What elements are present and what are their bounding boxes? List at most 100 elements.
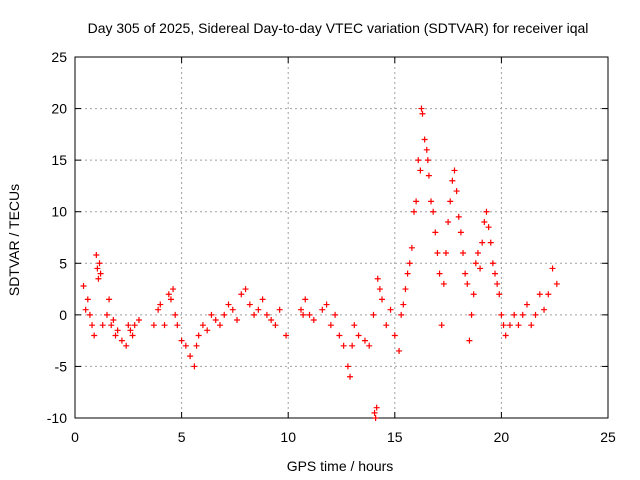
- data-point: [425, 172, 432, 179]
- data-point: [84, 296, 91, 303]
- x-tick-labels: 0 5 10 15 20 25: [71, 429, 616, 445]
- data-point: [366, 342, 373, 349]
- data-point: [373, 404, 380, 411]
- data-point: [82, 306, 89, 313]
- data-point: [404, 270, 411, 277]
- x-tick-label: 10: [280, 429, 296, 445]
- data-point: [455, 213, 462, 220]
- data-point: [423, 146, 430, 153]
- data-point: [379, 296, 386, 303]
- data-point: [174, 322, 181, 329]
- data-point: [500, 322, 507, 329]
- data-point: [447, 198, 454, 205]
- data-point: [528, 322, 535, 329]
- data-point: [418, 105, 425, 112]
- data-point: [157, 301, 164, 308]
- data-point: [519, 311, 526, 318]
- data-point: [208, 311, 215, 318]
- data-point: [99, 322, 106, 329]
- data-point: [436, 270, 443, 277]
- data-point: [110, 317, 117, 324]
- data-point: [536, 291, 543, 298]
- data-point: [131, 322, 138, 329]
- data-point: [371, 409, 378, 416]
- data-point: [498, 311, 505, 318]
- data-point: [251, 311, 258, 318]
- y-tick-label: 15: [51, 152, 67, 168]
- data-point: [408, 244, 415, 251]
- data-point: [306, 311, 313, 318]
- x-tick-label: 20: [494, 429, 510, 445]
- data-point: [347, 373, 354, 380]
- data-point: [376, 286, 383, 293]
- plot-frame: [74, 56, 609, 419]
- data-point: [165, 291, 172, 298]
- chart-title: Day 305 of 2025, Sidereal Day-to-day VTE…: [88, 20, 589, 36]
- data-point: [406, 260, 413, 267]
- data-point: [545, 291, 552, 298]
- data-point: [402, 286, 409, 293]
- data-point: [417, 167, 424, 174]
- data-point: [89, 322, 96, 329]
- data-point: [351, 322, 358, 329]
- data-point: [492, 270, 499, 277]
- data-point: [229, 306, 236, 313]
- data-point: [95, 275, 102, 282]
- data-point: [383, 322, 390, 329]
- data-point: [114, 327, 121, 334]
- data-point: [246, 301, 253, 308]
- data-point: [242, 286, 249, 293]
- data-point: [438, 322, 445, 329]
- data-point: [276, 306, 283, 313]
- data-point: [421, 136, 428, 143]
- data-point: [108, 322, 115, 329]
- data-point: [506, 322, 513, 329]
- data-point: [255, 306, 262, 313]
- data-point: [302, 296, 309, 303]
- y-axis-label: SDTVAR / TECUs: [6, 184, 22, 296]
- data-point: [216, 322, 223, 329]
- data-point: [398, 311, 405, 318]
- data-point: [442, 249, 449, 256]
- data-point: [191, 363, 198, 370]
- data-point: [400, 301, 407, 308]
- data-point: [468, 311, 475, 318]
- data-point: [485, 224, 492, 231]
- data-point: [464, 280, 471, 287]
- data-point: [387, 306, 394, 313]
- data-point: [413, 198, 420, 205]
- data-point: [167, 296, 174, 303]
- data-point: [297, 306, 304, 313]
- y-tick-label: 0: [59, 307, 67, 323]
- data-point: [460, 249, 467, 256]
- data-point: [193, 342, 200, 349]
- data-point: [94, 265, 101, 272]
- data-point: [470, 291, 477, 298]
- data-point: [489, 260, 496, 267]
- data-point: [370, 311, 377, 318]
- data-point: [415, 157, 422, 164]
- x-tick-label: 5: [178, 429, 186, 445]
- data-point: [123, 342, 130, 349]
- data-point: [212, 317, 219, 324]
- data-point: [396, 347, 403, 354]
- data-point: [349, 342, 356, 349]
- data-point: [221, 311, 228, 318]
- data-point: [523, 301, 530, 308]
- data-point: [487, 239, 494, 246]
- data-point: [263, 311, 270, 318]
- data-point: [96, 260, 103, 267]
- data-point: [172, 311, 179, 318]
- data-point: [199, 322, 206, 329]
- data-point: [494, 280, 501, 287]
- data-point: [453, 188, 460, 195]
- data-point: [103, 311, 110, 318]
- grid-lines: [75, 57, 608, 418]
- y-tick-labels: 25 20 15 10 5 0 -5 -10: [47, 49, 67, 426]
- data-point: [479, 239, 486, 246]
- data-point: [106, 296, 113, 303]
- data-point: [355, 332, 362, 339]
- data-point: [161, 322, 168, 329]
- data-point: [204, 327, 211, 334]
- data-series-sdtvar: [80, 105, 560, 421]
